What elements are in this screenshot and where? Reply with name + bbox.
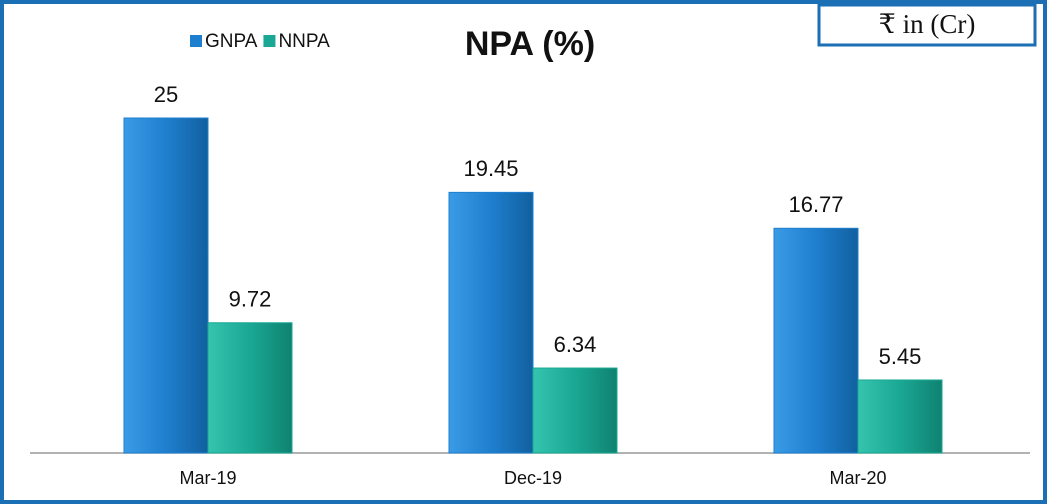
unit-box	[817, 3, 1037, 47]
value-label: 5.45	[879, 344, 922, 369]
value-label: 6.34	[554, 332, 597, 357]
chart-title: NPA (%)	[465, 25, 595, 63]
value-label: 19.45	[463, 156, 518, 181]
bar	[207, 322, 293, 454]
x-tick-label: Mar-20	[829, 468, 886, 488]
x-tick-label: Mar-19	[179, 468, 236, 488]
bar	[857, 379, 943, 454]
bar	[532, 367, 618, 454]
x-tick-label: Dec-19	[504, 468, 562, 488]
bar	[448, 191, 534, 454]
value-label: 9.72	[229, 287, 272, 312]
unit-note: ₹ in (Cr)	[879, 9, 976, 39]
bar	[123, 117, 209, 454]
legend-label: GNPA	[205, 31, 258, 52]
legend-swatch	[190, 35, 202, 47]
value-label: 16.77	[788, 192, 843, 217]
bar	[773, 227, 859, 454]
legend-swatch	[263, 35, 276, 47]
value-label: 25	[154, 82, 178, 107]
legend-label: NNPA	[278, 31, 330, 52]
